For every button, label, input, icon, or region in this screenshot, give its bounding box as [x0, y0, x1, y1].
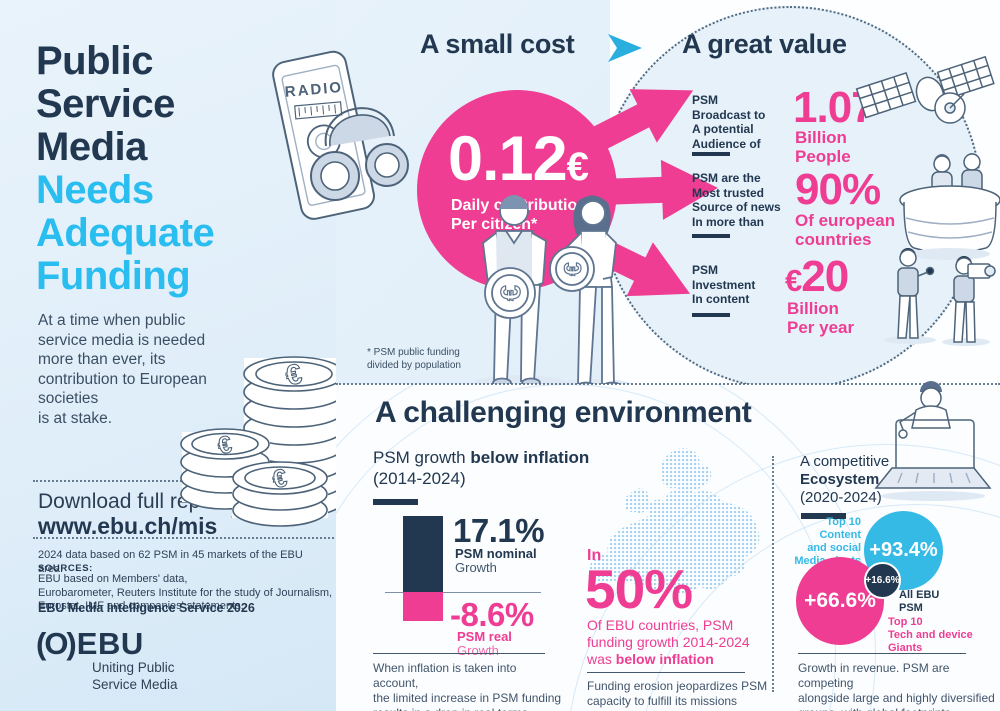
- laptop-person-illustration: [874, 381, 992, 501]
- divider-ecosystem: [772, 456, 774, 692]
- stat-investment-value: €20: [785, 252, 849, 301]
- bar-real: [403, 592, 443, 621]
- intro-text: At a time when public service media is ne…: [38, 312, 207, 427]
- nominal-value: 17.1%: [453, 512, 545, 549]
- map50-desc: Of EBU countries, PSM funding growth 2014…: [587, 617, 750, 668]
- news-desk-illustration: [899, 153, 1000, 260]
- growth-caption-rule: [373, 653, 545, 654]
- chevron-right-icon: [608, 34, 642, 62]
- stat-trust-underline: [692, 234, 730, 238]
- europe-map-illustration: [589, 448, 760, 596]
- map50-caption: Funding erosion jeopardizes PSM capacity …: [587, 679, 768, 708]
- nominal-label: Growth: [455, 560, 497, 575]
- data-note: 2024 data based on 62 PSM in 45 markets …: [38, 549, 303, 575]
- map50-value: 50%: [585, 558, 693, 620]
- cost-blob-arrows: [417, 63, 719, 321]
- growth-title-bold: below inflation: [470, 448, 590, 467]
- ecosystem-caption-rule: [798, 653, 966, 654]
- ebu-logo-mark: (O): [36, 626, 77, 661]
- growth-section-bar: [373, 499, 418, 505]
- map50-desc-lines: Of EBU countries, PSM funding growth 2014…: [587, 617, 750, 650]
- service-line: EBU Media Intelligence Service 2026: [38, 601, 255, 615]
- map50-caption-rule: [587, 672, 745, 673]
- ecosystem-title: A competitive Ecosystem (2020-2024): [800, 453, 889, 507]
- ebu-logo-name: EBU: [76, 626, 144, 661]
- bar-nominal: [403, 516, 443, 592]
- coin-euro-symbol: €: [270, 464, 290, 494]
- ecosystem-title-line3: (2020-2024): [800, 489, 882, 506]
- bar-baseline: [385, 592, 541, 593]
- download-url-link[interactable]: www.ebu.ch/mis: [38, 513, 218, 539]
- growth-title-period: (2014-2024): [373, 469, 466, 488]
- stat-trust-value: 90%: [795, 165, 881, 214]
- stat-trust-unit: Of european countries: [795, 211, 896, 249]
- growth-caption: When inflation is taken into account, the…: [373, 661, 562, 711]
- headline-challenging: A challenging environment: [375, 396, 752, 429]
- nominal-label-bold: PSM nominal: [455, 546, 537, 561]
- stat-audience-unit: Billion People: [795, 128, 851, 166]
- citizens-with-coins-illustration: € €: [474, 195, 634, 393]
- phone-screen-title: RADIO: [284, 79, 344, 101]
- headline-small-cost: A small cost: [420, 29, 575, 59]
- real-label: Growth: [457, 643, 499, 658]
- ebu-logo-tagline: Uniting Public Service Media: [92, 660, 178, 692]
- headline-great-value: A great value: [682, 29, 847, 59]
- stat-investment-underline: [692, 313, 730, 317]
- coin-euro-symbol: €: [283, 358, 305, 392]
- stat-investment-number: 20: [801, 252, 849, 301]
- stat-trust-label: PSM are the Most trusted Source of news In …: [692, 171, 781, 229]
- media-giants-value: +93.4%: [869, 539, 938, 561]
- left-panel: Public Service Media Needs Adequate Funding …: [0, 0, 345, 711]
- sources-label: SOURCES:: [38, 563, 93, 574]
- ebu-psm-value: +16.6%: [865, 575, 900, 586]
- divider-sections: [336, 383, 1000, 385]
- cost-currency: €: [566, 145, 589, 189]
- page-title-accent: Needs Adequate Funding: [36, 168, 215, 298]
- ecosystem-title-line1: A competitive: [800, 453, 890, 470]
- real-value: -8.6%: [450, 596, 534, 633]
- ecosystem-section-bar: [801, 513, 846, 519]
- coin-euro-symbol: €: [495, 285, 526, 301]
- map50-desc-prefix: was: [587, 651, 616, 667]
- coin-stacks-illustration: € € €: [180, 356, 345, 527]
- divider-download-bottom: [33, 537, 334, 539]
- coin-euro-symbol: €: [216, 431, 235, 460]
- ebu-logo: (O) EBU: [36, 626, 144, 662]
- map50-prefix: In: [587, 547, 602, 564]
- stat-investment-unit: Billion Per year: [787, 299, 855, 337]
- ebu-psm-label: All EBU PSM: [899, 589, 940, 614]
- ecosystem-title-line2: Ecosystem: [800, 471, 880, 488]
- stat-audience-label: PSM Broadcast to A potential Audience of: [692, 93, 766, 151]
- page-title-dark: Public Service Media: [36, 39, 175, 169]
- ebu-psm-bubble: +16.6%: [864, 562, 901, 599]
- cost-value: 0.12€: [448, 128, 589, 191]
- camera-crew-illustration: [884, 248, 996, 346]
- map50-desc-bold: below inflation: [615, 651, 714, 667]
- cost-number: 0.12: [448, 124, 568, 194]
- growth-chart-title: PSM growth below inflation (2014-2024): [373, 447, 589, 489]
- stat-audience-underline: [692, 152, 730, 156]
- tech-giants-value: +66.6%: [804, 589, 876, 612]
- radio-phone-headphones-illustration: RADIO PSM: [272, 50, 409, 220]
- ecosystem-caption: Growth in revenue. PSM are competing alon…: [798, 661, 995, 711]
- stat-investment-currency: €: [785, 263, 802, 298]
- satellite-illustration: [855, 55, 995, 124]
- stat-investment-label: PSM Investment In content: [692, 263, 756, 306]
- coin-euro-symbol: €: [560, 262, 587, 275]
- tech-giants-label: Top 10 Tech and device Giants: [888, 616, 973, 654]
- real-label-bold: PSM real: [457, 629, 512, 644]
- growth-title-regular: PSM growth: [373, 448, 471, 467]
- cost-footnote: * PSM public funding divided by populatio…: [367, 347, 461, 371]
- sources-lines: EBU based on Members' data, Eurobarometer…: [38, 573, 333, 612]
